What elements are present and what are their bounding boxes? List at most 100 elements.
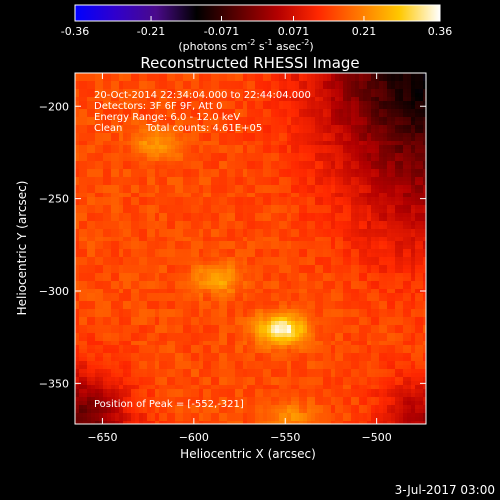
- heatmap-cell: [203, 209, 208, 214]
- heatmap-cell: [303, 265, 308, 270]
- heatmap-cell: [323, 249, 328, 254]
- heatmap-cell: [215, 137, 220, 142]
- heatmap-cell: [227, 277, 232, 282]
- heatmap-cell: [411, 109, 416, 114]
- heatmap-cell: [407, 285, 412, 290]
- heatmap-cell: [83, 213, 88, 218]
- heatmap-cell: [203, 161, 208, 166]
- heatmap-cell: [283, 85, 288, 90]
- heatmap-cell: [127, 213, 132, 218]
- heatmap-cell: [347, 101, 352, 106]
- heatmap-cell: [243, 101, 248, 106]
- heatmap-cell: [227, 181, 232, 186]
- heatmap-cell: [255, 293, 260, 298]
- heatmap-cell: [159, 249, 164, 254]
- heatmap-cell: [395, 161, 400, 166]
- heatmap-cell: [295, 285, 300, 290]
- colorbar-ticks: -0.36 -0.21 -0.071 0.071 0.21 0.36: [61, 16, 452, 38]
- heatmap-cell: [271, 225, 276, 230]
- heatmap-cell: [243, 245, 248, 250]
- heatmap-cell: [175, 109, 180, 114]
- heatmap-cell: [207, 117, 212, 122]
- heatmap-cell: [275, 177, 280, 182]
- heatmap-cell: [167, 129, 172, 134]
- heatmap-cell: [223, 245, 228, 250]
- heatmap-cell: [383, 217, 388, 222]
- heatmap-cell: [279, 201, 284, 206]
- heatmap-cell: [407, 97, 412, 102]
- heatmap-cell: [367, 253, 372, 258]
- heatmap-cell: [343, 161, 348, 166]
- heatmap-cell: [367, 129, 372, 134]
- heatmap-cell: [343, 177, 348, 182]
- heatmap-cell: [351, 209, 356, 214]
- heatmap-cell: [339, 257, 344, 262]
- heatmap-cell: [179, 217, 184, 222]
- heatmap-cell: [187, 105, 192, 110]
- heatmap-cell: [391, 229, 396, 234]
- heatmap-cell: [339, 245, 344, 250]
- heatmap-cell: [323, 217, 328, 222]
- heatmap-cell: [355, 153, 360, 158]
- heatmap-cell: [343, 133, 348, 138]
- heatmap-cell: [111, 137, 116, 142]
- heatmap-cell: [323, 237, 328, 242]
- heatmap-cell: [387, 133, 392, 138]
- heatmap-cell: [235, 97, 240, 102]
- heatmap-cell: [159, 105, 164, 110]
- heatmap-cell: [191, 265, 196, 270]
- heatmap-cell: [135, 185, 140, 190]
- heatmap-cell: [371, 289, 376, 294]
- heatmap-cell: [187, 197, 192, 202]
- heatmap-cell: [195, 209, 200, 214]
- heatmap-cell: [419, 201, 424, 206]
- heatmap-cell: [303, 213, 308, 218]
- heatmap-cell: [195, 169, 200, 174]
- heatmap-cell: [111, 249, 116, 254]
- heatmap-cell: [259, 249, 264, 254]
- heatmap-cell: [251, 269, 256, 274]
- heatmap-cell: [227, 161, 232, 166]
- heatmap-cell: [251, 193, 256, 198]
- heatmap-cell: [283, 233, 288, 238]
- heatmap-cell: [307, 121, 312, 126]
- heatmap-cell: [87, 265, 92, 270]
- heatmap-cell: [375, 285, 380, 290]
- heatmap-cell: [203, 257, 208, 262]
- heatmap-cell: [227, 77, 232, 82]
- heatmap-cell: [279, 245, 284, 250]
- heatmap-cell: [343, 77, 348, 82]
- heatmap-cell: [99, 173, 104, 178]
- heatmap-cell: [403, 181, 408, 186]
- heatmap-cell: [307, 285, 312, 290]
- heatmap-cell: [135, 237, 140, 242]
- heatmap-cell: [423, 145, 426, 150]
- heatmap-cell: [235, 213, 240, 218]
- heatmap-cell: [371, 169, 376, 174]
- heatmap-cell: [135, 101, 140, 106]
- heatmap-cell: [175, 289, 180, 294]
- heatmap-cell: [107, 141, 112, 146]
- heatmap-cell: [219, 289, 224, 294]
- heatmap-cell: [371, 249, 376, 254]
- heatmap-cell: [411, 281, 416, 286]
- heatmap-cell: [299, 89, 304, 94]
- heatmap-cell: [175, 233, 180, 238]
- heatmap-cell: [131, 297, 136, 302]
- heatmap-cell: [203, 109, 208, 114]
- heatmap-cell: [287, 85, 292, 90]
- heatmap-cell: [119, 261, 124, 266]
- heatmap-cell: [187, 213, 192, 218]
- heatmap-cell: [411, 261, 416, 266]
- heatmap-cell: [419, 197, 424, 202]
- heatmap-cell: [223, 297, 228, 302]
- heatmap-cell: [103, 149, 108, 154]
- heatmap-cell: [147, 293, 152, 298]
- heatmap-cell: [95, 297, 100, 302]
- heatmap-cell: [367, 225, 372, 230]
- heatmap-cell: [403, 225, 408, 230]
- heatmap-cell: [267, 73, 272, 78]
- heatmap-cell: [415, 121, 420, 126]
- heatmap-cell: [319, 265, 324, 270]
- heatmap-cell: [91, 233, 96, 238]
